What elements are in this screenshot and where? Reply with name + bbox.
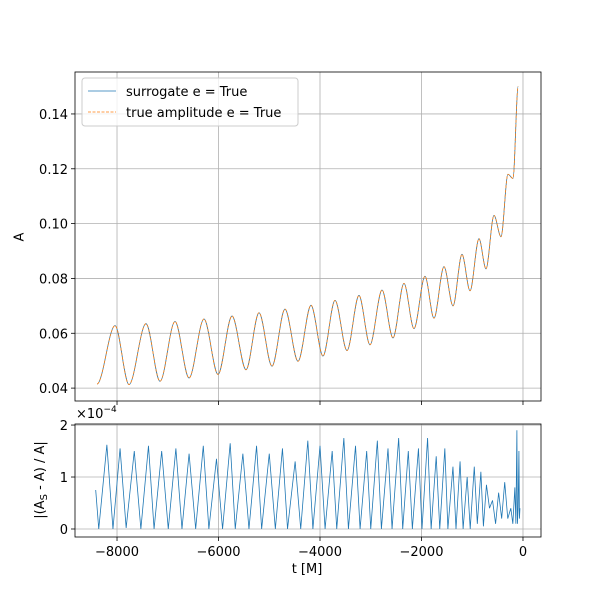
x-tick-label: 0 (519, 545, 527, 560)
x-tick-label: −4000 (298, 545, 342, 560)
y-tick-label: 0.10 (39, 218, 68, 233)
x-tick-label: −2000 (400, 545, 444, 560)
label-part: |(A (33, 500, 48, 518)
y-tick-label: 0.06 (39, 327, 68, 342)
legend-label: surrogate e = True (126, 85, 247, 100)
series-line (95, 430, 521, 530)
offset-base: ×10 (76, 407, 103, 422)
y-tick-label: 0 (60, 523, 68, 538)
axes-frame (74, 423, 542, 538)
axes-frame (74, 71, 542, 402)
y-tick-label: 0.04 (39, 382, 68, 397)
y-tick-label: 0.08 (39, 272, 68, 287)
legend-box (81, 77, 299, 127)
x-tick-label: −8000 (95, 545, 139, 560)
offset-exponent: −4 (103, 405, 117, 415)
y-tick-label: 1 (60, 471, 68, 486)
x-axis-label: t [M] (292, 562, 323, 577)
y-tick-label: 0.12 (39, 163, 68, 178)
label-part: - A) / A| (33, 441, 48, 494)
y-axis-label: A (13, 232, 28, 241)
y-tick-label: 0.14 (39, 108, 68, 123)
y-tick-label: 2 (60, 419, 68, 434)
legend-label: true amplitude e = True (126, 106, 281, 121)
series-line (96, 86, 519, 385)
series-line (96, 86, 519, 385)
y-axis-label: |(AS - A) / A| (33, 441, 50, 519)
x-tick-label: −6000 (197, 545, 241, 560)
label-subscript: S (39, 494, 50, 500)
legend: surrogate e = True true amplitude e = Tru… (81, 77, 299, 127)
offset-text: ×10−4 (76, 405, 117, 422)
